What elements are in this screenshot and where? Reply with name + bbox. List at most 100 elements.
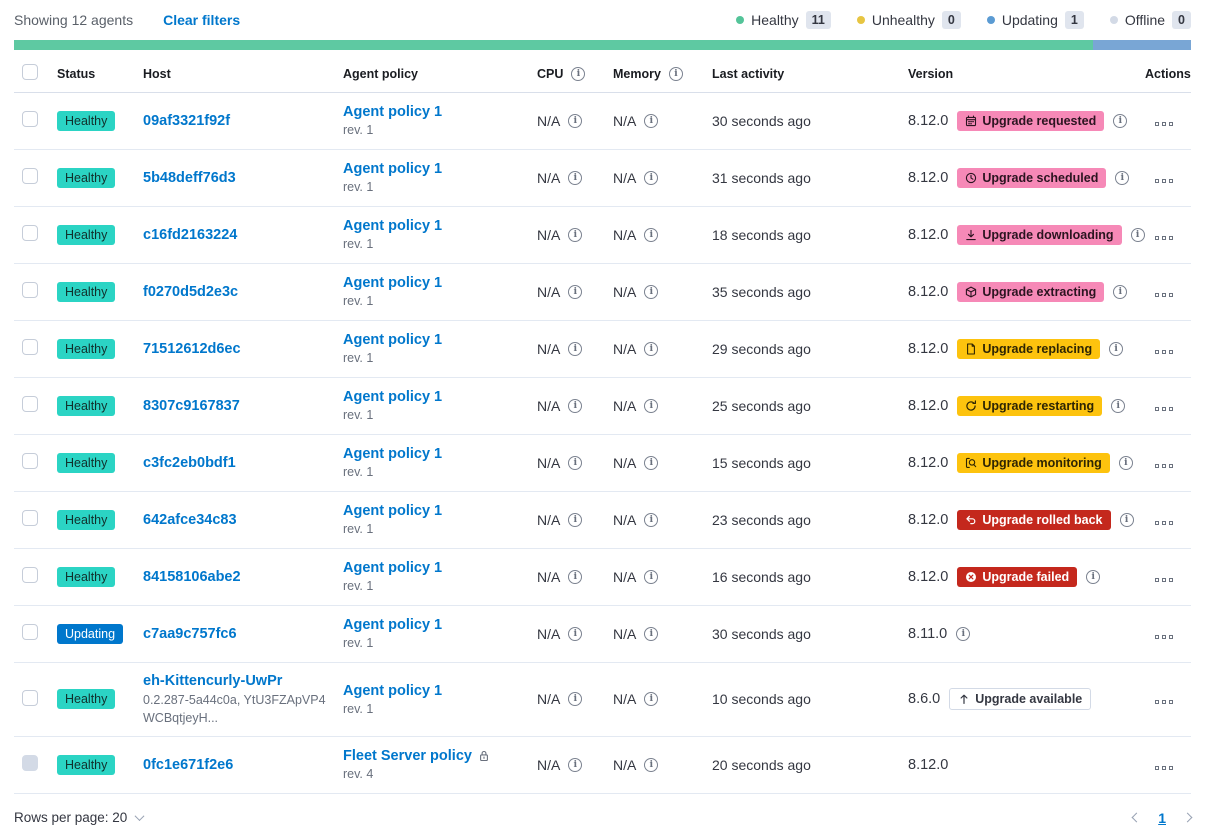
- clear-filters-button[interactable]: Clear filters: [163, 12, 241, 28]
- info-icon[interactable]: [568, 512, 583, 527]
- row-checkbox[interactable]: [22, 339, 38, 355]
- agent-version: 8.12.0: [908, 511, 949, 528]
- version-info-icon[interactable]: [1109, 341, 1124, 356]
- agent-policy-link[interactable]: Agent policy 1: [343, 560, 443, 576]
- actions-menu-icon[interactable]: [1155, 349, 1173, 354]
- info-icon[interactable]: [568, 692, 583, 707]
- info-icon[interactable]: [568, 341, 583, 356]
- info-icon[interactable]: [568, 569, 583, 584]
- info-icon[interactable]: [644, 757, 659, 772]
- page-number-button[interactable]: 1: [1158, 809, 1166, 826]
- info-icon[interactable]: [568, 227, 583, 242]
- agent-policy-link[interactable]: Agent policy 1: [343, 104, 443, 120]
- host-link[interactable]: c3fc2eb0bdf1: [143, 455, 236, 471]
- info-icon[interactable]: [644, 284, 659, 299]
- actions-menu-icon[interactable]: [1155, 178, 1173, 183]
- info-icon[interactable]: [568, 626, 583, 641]
- actions-menu-icon[interactable]: [1155, 463, 1173, 468]
- info-icon[interactable]: [644, 227, 659, 242]
- version-info-icon[interactable]: [1113, 113, 1128, 128]
- actions-menu-icon[interactable]: [1155, 292, 1173, 297]
- actions-menu-icon[interactable]: [1155, 235, 1173, 240]
- host-link[interactable]: c7aa9c757fc6: [143, 626, 237, 642]
- actions-menu-icon[interactable]: [1155, 406, 1173, 411]
- agent-policy-link[interactable]: Agent policy 1: [343, 218, 443, 234]
- host-link[interactable]: c16fd2163224: [143, 227, 238, 243]
- version-info-icon[interactable]: [956, 626, 971, 641]
- row-checkbox[interactable]: [22, 168, 38, 184]
- policy-revision: rev. 1: [343, 237, 374, 251]
- select-all-checkbox[interactable]: [22, 64, 38, 81]
- info-icon[interactable]: [644, 341, 659, 356]
- host-link[interactable]: 84158106abe2: [143, 569, 241, 585]
- row-checkbox[interactable]: [22, 567, 38, 583]
- version-info-icon[interactable]: [1118, 455, 1133, 470]
- version-info-icon[interactable]: [1113, 284, 1128, 299]
- agent-policy-link[interactable]: Fleet Server policy: [343, 748, 472, 765]
- actions-menu-icon[interactable]: [1155, 121, 1173, 126]
- agent-policy-link[interactable]: Agent policy 1: [343, 275, 443, 291]
- agent-policy-link[interactable]: Agent policy 1: [343, 389, 443, 405]
- info-icon[interactable]: [644, 113, 659, 128]
- memory-info-icon[interactable]: [668, 66, 683, 81]
- info-icon[interactable]: [568, 398, 583, 413]
- cpu-info-icon[interactable]: [571, 66, 586, 81]
- agent-policy-link[interactable]: Agent policy 1: [343, 617, 443, 633]
- info-icon[interactable]: [644, 512, 659, 527]
- version-info-icon[interactable]: [1115, 170, 1130, 185]
- host-link[interactable]: 71512612d6ec: [143, 341, 241, 357]
- version-info-icon[interactable]: [1086, 569, 1101, 584]
- row-checkbox[interactable]: [22, 755, 38, 772]
- info-icon[interactable]: [644, 398, 659, 413]
- host-link[interactable]: f0270d5d2e3c: [143, 284, 239, 300]
- row-checkbox[interactable]: [22, 282, 38, 298]
- info-icon[interactable]: [644, 455, 659, 470]
- agent-version: 8.12.0: [908, 756, 949, 773]
- version-info-icon[interactable]: [1111, 398, 1126, 413]
- info-icon[interactable]: [644, 692, 659, 707]
- info-icon[interactable]: [568, 284, 583, 299]
- host-link[interactable]: eh-Kittencurly-UwPr: [143, 672, 283, 689]
- agent-policy-link[interactable]: Agent policy 1: [343, 446, 443, 462]
- legend-item-unhealthy[interactable]: Unhealthy 0: [856, 11, 961, 29]
- host-subtext: 0.2.287-5a44c0a, YtU3FZApVP4WCBqtjeyH...: [143, 692, 326, 725]
- row-checkbox[interactable]: [22, 510, 38, 526]
- actions-menu-icon[interactable]: [1155, 520, 1173, 525]
- row-checkbox[interactable]: [22, 624, 38, 640]
- legend-item-offline[interactable]: Offline 0: [1109, 11, 1191, 29]
- previous-page-icon[interactable]: [1131, 812, 1142, 823]
- legend-item-updating[interactable]: Updating 1: [986, 11, 1084, 29]
- host-link[interactable]: 5b48deff76d3: [143, 170, 236, 186]
- version-info-icon[interactable]: [1119, 512, 1134, 527]
- status-badge: Healthy: [57, 452, 116, 473]
- host-link[interactable]: 8307c9167837: [143, 398, 240, 414]
- rows-per-page-button[interactable]: Rows per page: 20: [14, 810, 145, 825]
- info-icon[interactable]: [568, 455, 583, 470]
- row-checkbox[interactable]: [22, 225, 38, 241]
- actions-menu-icon[interactable]: [1155, 634, 1173, 639]
- agent-policy-link[interactable]: Agent policy 1: [343, 682, 443, 699]
- row-checkbox[interactable]: [22, 396, 38, 412]
- info-icon[interactable]: [644, 170, 659, 185]
- legend-item-healthy[interactable]: Healthy 11: [736, 11, 831, 29]
- row-checkbox[interactable]: [22, 453, 38, 469]
- next-page-icon[interactable]: [1182, 812, 1193, 823]
- host-link[interactable]: 642afce34c83: [143, 512, 237, 528]
- info-icon[interactable]: [644, 626, 659, 641]
- row-checkbox[interactable]: [22, 689, 38, 706]
- agent-policy-link[interactable]: Agent policy 1: [343, 161, 443, 177]
- info-icon[interactable]: [568, 170, 583, 185]
- agent-policy-link[interactable]: Agent policy 1: [343, 332, 443, 348]
- actions-menu-icon[interactable]: [1155, 577, 1173, 582]
- last-activity: 35 seconds ago: [712, 263, 908, 321]
- host-link[interactable]: 0fc1e671f2e6: [143, 757, 234, 774]
- info-icon[interactable]: [644, 569, 659, 584]
- row-checkbox[interactable]: [22, 111, 38, 127]
- agent-policy-link[interactable]: Agent policy 1: [343, 503, 443, 519]
- info-icon[interactable]: [568, 113, 583, 128]
- actions-menu-icon[interactable]: [1155, 765, 1173, 770]
- info-icon[interactable]: [568, 757, 583, 772]
- version-info-icon[interactable]: [1130, 227, 1145, 242]
- host-link[interactable]: 09af3321f92f: [143, 113, 231, 129]
- actions-menu-icon[interactable]: [1155, 700, 1173, 705]
